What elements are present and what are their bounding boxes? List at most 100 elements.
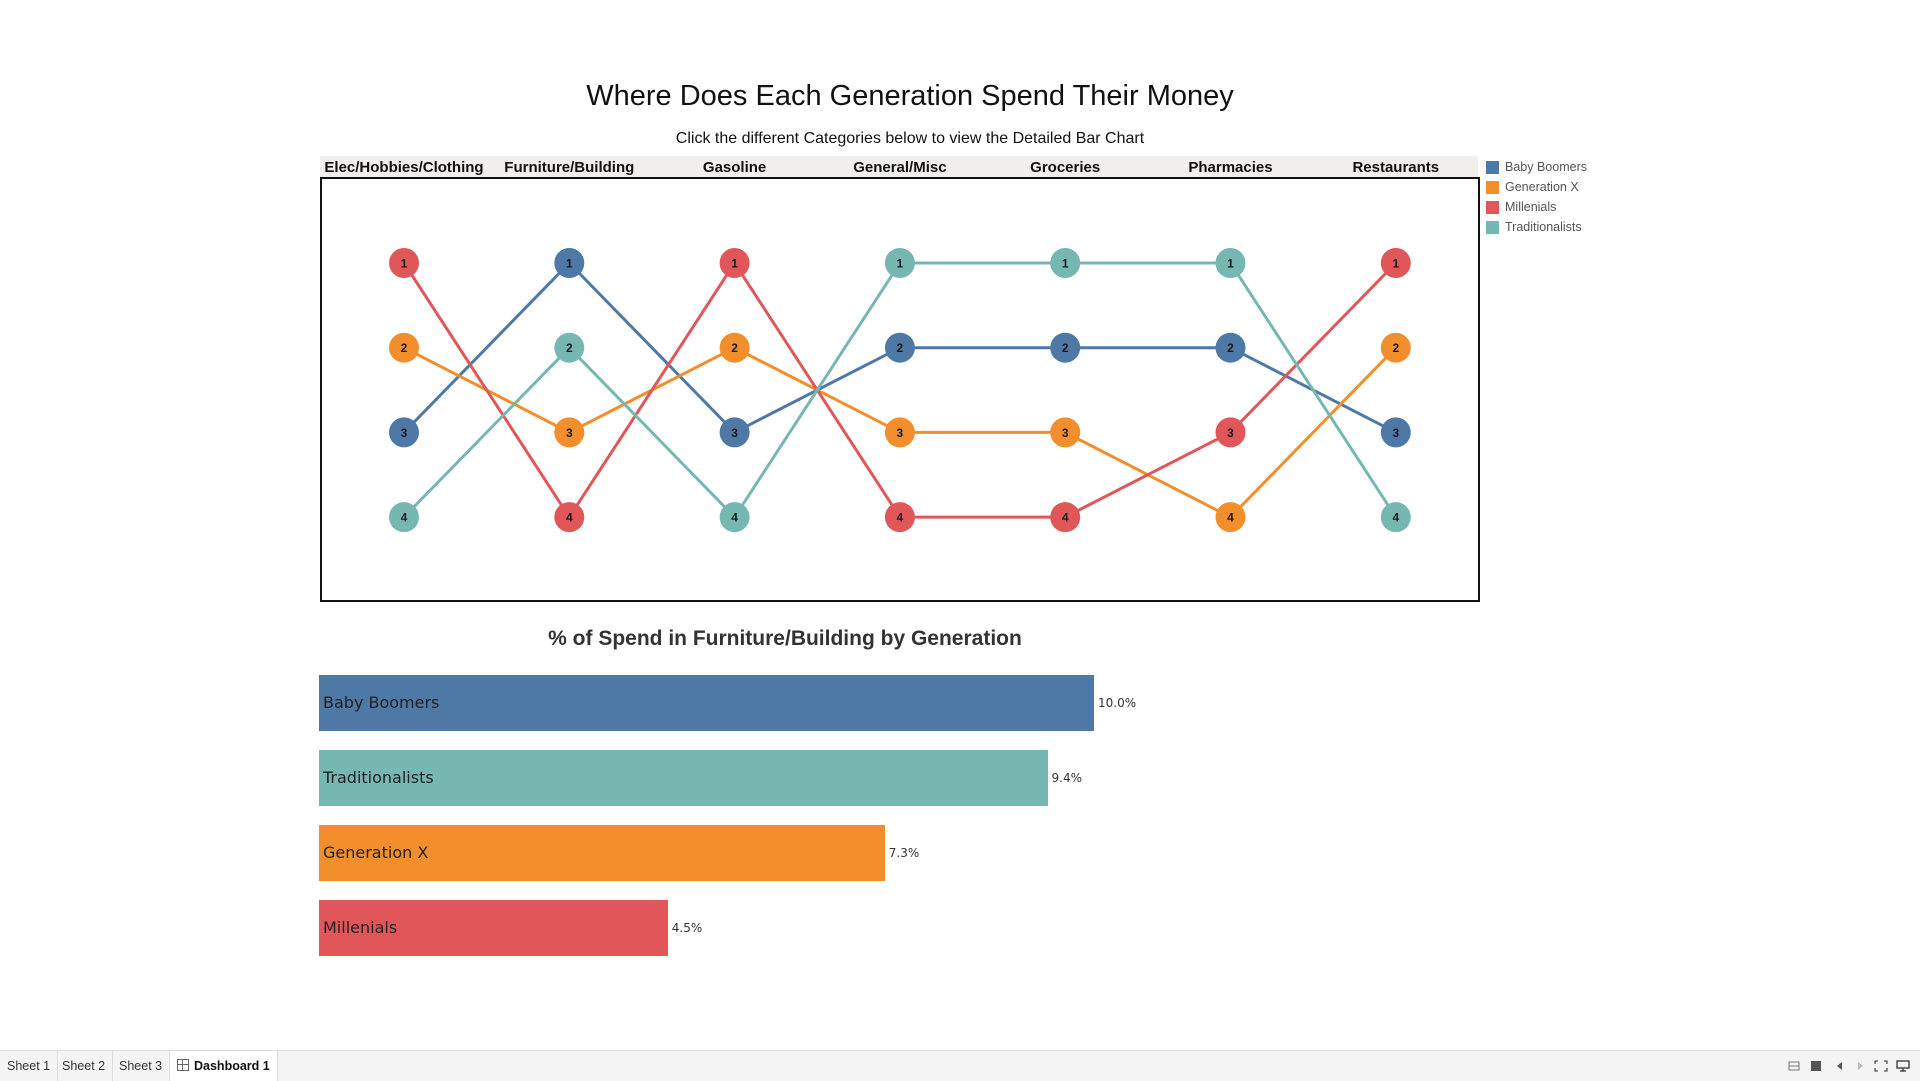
previous-icon[interactable] [1834,1060,1846,1072]
rank-marker[interactable] [389,332,419,363]
rank-marker[interactable] [1050,332,1081,363]
tab-label: Dashboard 1 [194,1059,270,1073]
legend-item-baby-boomers[interactable]: Baby Boomers [1486,157,1587,177]
category-pharmacies[interactable]: Pharmacies [1188,159,1273,176]
bar-traditionalists[interactable]: Traditionalists [319,750,1048,806]
rank-marker[interactable] [884,332,915,363]
tab-dashboard-1[interactable]: Dashboard 1 [170,1051,278,1081]
rank-label: 2 [566,341,573,355]
rank-marker[interactable] [1050,417,1081,448]
category-restaurants[interactable]: Restaurants [1352,159,1440,176]
rank-marker[interactable] [719,332,750,363]
rank-point[interactable]: 1 [1380,248,1411,278]
rank-point[interactable]: 2 [884,332,915,363]
category-general-misc[interactable]: General/Misc [853,159,947,176]
rank-point[interactable]: 2 [1050,332,1081,363]
rank-marker[interactable] [554,248,585,278]
rank-label: 3 [731,426,738,440]
list-view-icon[interactable] [1788,1060,1800,1072]
rank-marker[interactable] [884,502,915,533]
rank-marker[interactable] [389,417,419,448]
rank-marker[interactable] [719,502,750,533]
rank-point[interactable]: 1 [719,248,750,278]
rank-marker[interactable] [1380,417,1411,448]
rank-marker[interactable] [1380,248,1411,278]
rank-marker[interactable] [719,417,750,448]
legend-swatch [1486,220,1499,234]
rank-marker[interactable] [1050,248,1081,278]
category-groceries[interactable]: Groceries [1030,159,1101,176]
legend-item-millenials[interactable]: Millenials [1486,197,1587,217]
rank-point[interactable]: 4 [1380,502,1411,533]
rank-marker[interactable] [1215,502,1246,533]
legend-item-traditionalists[interactable]: Traditionalists [1486,217,1587,237]
series-line-millenials[interactable] [402,260,1397,520]
rank-label: 4 [1062,511,1069,525]
rank-point[interactable]: 2 [389,332,419,363]
category-gasoline[interactable]: Gasoline [702,159,767,176]
rank-marker[interactable] [389,502,419,533]
rank-marker[interactable] [1215,417,1246,448]
tab-sheet-3[interactable]: Sheet 3 [112,1051,171,1081]
grid-view-icon[interactable] [1810,1060,1822,1072]
rank-point[interactable]: 4 [389,502,419,533]
rank-marker[interactable] [884,417,915,448]
tab-sheet-2[interactable]: Sheet 2 [55,1051,114,1081]
rank-marker[interactable] [1215,248,1246,278]
rank-marker[interactable] [1380,332,1411,363]
category-elec-hobbies-clothing[interactable]: Elec/Hobbies/Clothing [324,159,484,176]
rank-point[interactable]: 3 [554,417,585,448]
rank-marker[interactable] [719,248,750,278]
tab-sheet-1[interactable]: Sheet 1 [0,1051,59,1081]
series-line-traditionalists[interactable] [402,261,1398,520]
rank-point[interactable]: 4 [1050,502,1081,533]
rank-point[interactable]: 1 [884,248,915,278]
presentation-icon[interactable] [1896,1060,1910,1072]
rank-label: 1 [897,257,904,271]
rank-point[interactable]: 1 [554,248,585,278]
rank-marker[interactable] [1215,332,1246,363]
rank-marker[interactable] [554,502,585,533]
rank-point[interactable]: 3 [1215,417,1246,448]
rank-label: 1 [566,257,573,271]
rank-marker[interactable] [389,248,419,278]
rank-point[interactable]: 1 [1050,248,1081,278]
rank-marker[interactable] [884,248,915,278]
rank-point[interactable]: 3 [884,417,915,448]
bar-millenials[interactable]: Millenials [319,900,668,956]
rank-marker[interactable] [1380,502,1411,533]
legend-swatch [1486,160,1499,174]
rank-point[interactable]: 1 [389,248,419,278]
rank-point[interactable]: 4 [719,502,750,533]
rank-point[interactable]: 3 [719,417,750,448]
rank-label: 4 [401,511,408,525]
rank-label: 2 [731,341,738,355]
rank-point[interactable]: 3 [1050,417,1081,448]
bar-generation-x[interactable]: Generation X [319,825,885,881]
rank-point[interactable]: 2 [1215,332,1246,363]
fullscreen-icon[interactable] [1874,1060,1888,1072]
rank-label: 4 [1227,511,1234,525]
rank-marker[interactable] [1050,502,1081,533]
rank-marker[interactable] [554,417,585,448]
bump-chart[interactable]: 3 1 3 2 2 2 3 2 3 2 3 3 4 2 1 4 1 4 4 3 1 4 2 4 1 1 1 4 [320,177,1480,602]
rank-point[interactable]: 2 [554,332,585,363]
legend-item-generation-x[interactable]: Generation X [1486,177,1587,197]
rank-point[interactable]: 1 [1215,248,1246,278]
rank-point[interactable]: 4 [1215,502,1246,533]
legend-label: Baby Boomers [1505,160,1587,174]
next-icon[interactable] [1854,1060,1866,1072]
rank-label: 4 [1392,511,1399,525]
rank-point[interactable]: 4 [884,502,915,533]
bar-baby-boomers[interactable]: Baby Boomers [319,675,1094,731]
rank-point[interactable]: 3 [389,417,419,448]
rank-marker[interactable] [554,332,585,363]
rank-point[interactable]: 4 [554,502,585,533]
rank-label: 3 [566,426,573,440]
rank-point[interactable]: 2 [1380,332,1411,363]
rank-point[interactable]: 2 [719,332,750,363]
category-furniture-building[interactable]: Furniture/Building [504,159,635,176]
rank-label: 1 [1062,257,1069,271]
rank-point[interactable]: 3 [1380,417,1411,448]
rank-label: 3 [897,426,904,440]
